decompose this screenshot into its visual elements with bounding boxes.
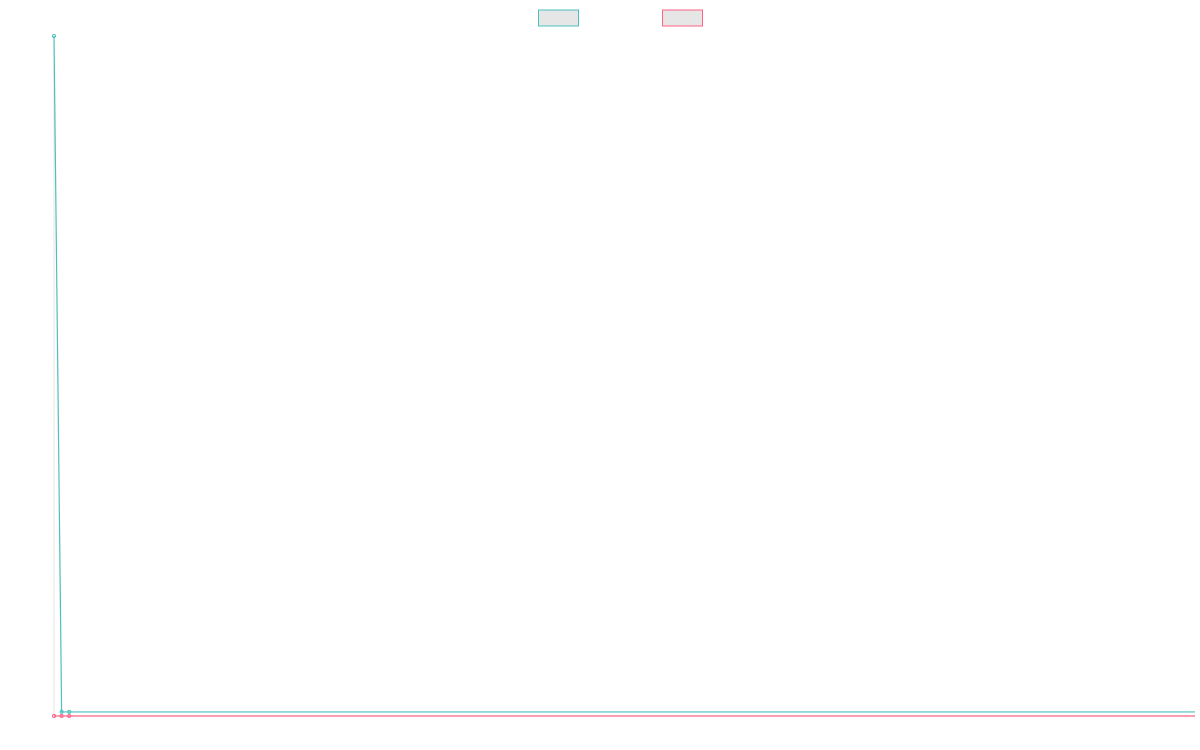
series-1-point: [52, 34, 56, 38]
series-2-point: [67, 714, 72, 718]
series-2-point: [59, 714, 64, 718]
legend-swatch-series-2: [662, 9, 703, 27]
series-1-point: [67, 709, 72, 714]
series-2-point: [52, 714, 56, 718]
series-layer: [52, 34, 1195, 718]
series-1-line: [53, 35, 1195, 713]
series-1-point: [59, 709, 64, 714]
legend-swatch-series-1: [538, 9, 579, 27]
axes: [53, 36, 1195, 717]
legend: [538, 9, 703, 27]
